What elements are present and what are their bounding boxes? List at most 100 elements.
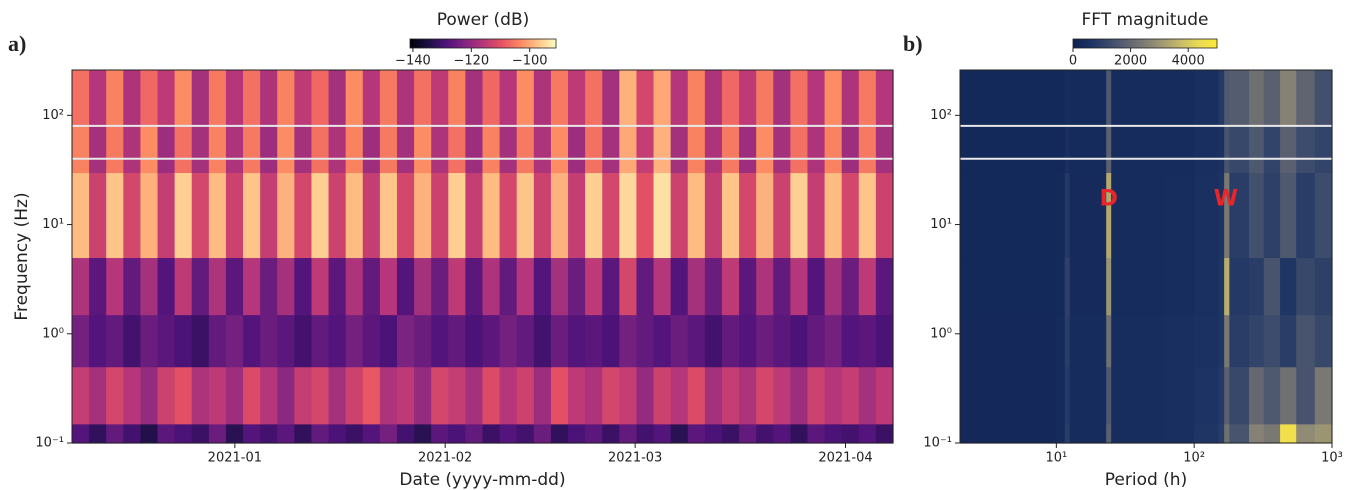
y-tick-label: 10² — [42, 108, 64, 123]
heatmap-cell — [1263, 257, 1281, 316]
heatmap-cell — [277, 366, 295, 425]
heatmap-cell — [72, 257, 90, 316]
heatmap-cell — [1064, 172, 1071, 259]
heatmap-cell — [533, 423, 552, 444]
heatmap-cell — [414, 257, 432, 316]
heatmap-cell — [431, 314, 449, 368]
heatmap-cell — [379, 366, 398, 425]
heatmap-cell — [1163, 314, 1195, 368]
colorbar-label: Power (dB) — [437, 10, 530, 30]
heatmap-cell — [174, 172, 193, 259]
heatmap-cell — [482, 70, 501, 127]
heatmap-cell — [328, 366, 347, 425]
heatmap-cell — [106, 257, 124, 316]
heatmap-cell — [568, 70, 586, 127]
heatmap-cell — [1296, 125, 1316, 174]
heatmap-cell — [311, 257, 330, 316]
heatmap-cell — [345, 172, 364, 259]
heatmap-cell — [157, 257, 176, 316]
heatmap-cell — [448, 125, 466, 174]
heatmap-cell — [396, 125, 415, 174]
heatmap-cell — [1106, 423, 1112, 444]
heatmap-cell — [739, 366, 757, 425]
heatmap-cell — [311, 314, 330, 368]
heatmap-cell — [568, 125, 586, 174]
heatmap-cell — [1224, 172, 1230, 259]
heatmap-cell — [585, 70, 603, 127]
heatmap-cell — [379, 125, 398, 174]
heatmap-cell — [1280, 125, 1297, 174]
heatmap-cell — [841, 257, 860, 316]
heatmap-cell — [311, 366, 330, 425]
heatmap-cell — [72, 172, 90, 259]
heatmap-cell — [1194, 366, 1220, 425]
heatmap-cell — [1229, 314, 1250, 368]
heatmap-cell — [773, 423, 791, 444]
heatmap-cell — [1111, 172, 1165, 259]
heatmap-cell — [841, 172, 860, 259]
heatmap-cell — [140, 366, 159, 425]
heatmap-cell — [1106, 172, 1112, 259]
heatmap-cell — [636, 125, 655, 174]
heatmap-cell — [106, 125, 124, 174]
heatmap-cell — [499, 172, 518, 259]
heatmap-cell — [465, 366, 484, 425]
heatmap-cell — [1263, 70, 1281, 127]
heatmap-cell — [1218, 172, 1225, 259]
heatmap-cell — [1280, 366, 1297, 425]
heatmap-cell — [858, 172, 877, 259]
heatmap-cell — [619, 172, 638, 259]
heatmap-cell — [807, 423, 826, 444]
heatmap-cell — [875, 70, 894, 127]
heatmap-cell — [1263, 125, 1281, 174]
x-tick-label: 2021-04 — [818, 451, 872, 466]
heatmap-cell — [414, 70, 432, 127]
heatmap-cell — [602, 423, 620, 444]
heatmap-cell — [345, 423, 364, 444]
heatmap-cell — [362, 314, 381, 368]
heatmap-cell — [533, 125, 552, 174]
heatmap-cell — [773, 172, 791, 259]
heatmap-cell — [174, 314, 193, 368]
heatmap-cell — [704, 423, 723, 444]
heatmap-cell — [106, 70, 124, 127]
heatmap-cell — [345, 314, 364, 368]
heatmap-cell — [1069, 257, 1107, 316]
heatmap-cell — [191, 172, 210, 259]
heatmap-cell — [824, 70, 843, 127]
heatmap-cell — [550, 423, 569, 444]
heatmap-cell — [277, 257, 295, 316]
heatmap-cell — [1280, 70, 1297, 127]
heatmap-cell — [1218, 70, 1225, 127]
panel-label: a) — [8, 31, 26, 56]
heatmap-cell — [670, 423, 689, 444]
heatmap-cell — [960, 125, 1057, 174]
heatmap-cell — [396, 70, 415, 127]
heatmap-cell — [773, 257, 791, 316]
heatmap-cell — [1064, 125, 1071, 174]
heatmap-cell — [208, 172, 227, 259]
y-tick-label: 10² — [930, 108, 952, 123]
heatmap-cell — [1224, 257, 1230, 316]
heatmap-cell — [89, 172, 107, 259]
heatmap-cell — [670, 314, 689, 368]
heatmap-cell — [739, 125, 757, 174]
heatmap-cell — [739, 257, 757, 316]
heatmap-cell — [396, 172, 415, 259]
heatmap-cell — [636, 257, 655, 316]
heatmap-cell — [841, 366, 860, 425]
x-axis-label: Period (h) — [1105, 470, 1187, 490]
heatmap-cell — [568, 172, 586, 259]
heatmap-cell — [89, 70, 107, 127]
heatmap-cell — [123, 423, 142, 444]
heatmap-cell — [89, 366, 107, 425]
heatmap-cell — [431, 423, 449, 444]
heatmap-cell — [89, 314, 107, 368]
heatmap-cell — [1064, 257, 1071, 316]
heatmap-cell — [568, 423, 586, 444]
heatmap-cell — [1163, 423, 1195, 444]
heatmap-cell — [1263, 172, 1281, 259]
y-tick-label: 10⁰ — [930, 326, 952, 341]
heatmap-cell — [106, 423, 124, 444]
heatmap-cell — [756, 314, 774, 368]
